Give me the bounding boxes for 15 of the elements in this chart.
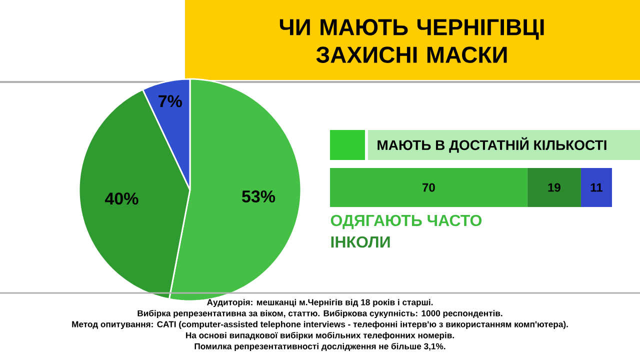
text: Метод опитування: CATI (computer-assisted telephone interviews - телефонні інтерв'ю з використанням комп'ютера).: [72, 320, 568, 329]
text: На основі випадкової вибірки мобільних телефонних номерів.: [186, 332, 454, 340]
chart-title: МАЮТЬ В ДОСТАТНІЙ КІЛЬКОСТІ: [378, 137, 606, 153]
data-label: 7%: [158, 95, 182, 108]
text: ІНКОЛИ: [331, 236, 390, 248]
text: Помилка репрезентативності дослідження не більше 3,1%.: [194, 342, 446, 352]
data-label: 40%: [104, 192, 138, 205]
data-label: 70: [422, 183, 435, 192]
data-label: 53%: [242, 190, 276, 202]
text: ЧИ МАЮТЬ ЧЕРНІГІВЦІ ЗАХИСНІ МАСКИ: [280, 19, 544, 63]
data-label: 19: [548, 183, 560, 192]
series-label: ОДЯГАЮТЬ ЧАСТО: [330, 214, 482, 230]
data-label: 11: [590, 183, 602, 192]
text: Аудиторія: мешканці м.Чернігів від 18 років і старші.: [207, 298, 433, 307]
text: Вибірка репрезентативна за віком, статтю. Вибіркова сукупність: 1000 респондентів.: [138, 310, 502, 318]
